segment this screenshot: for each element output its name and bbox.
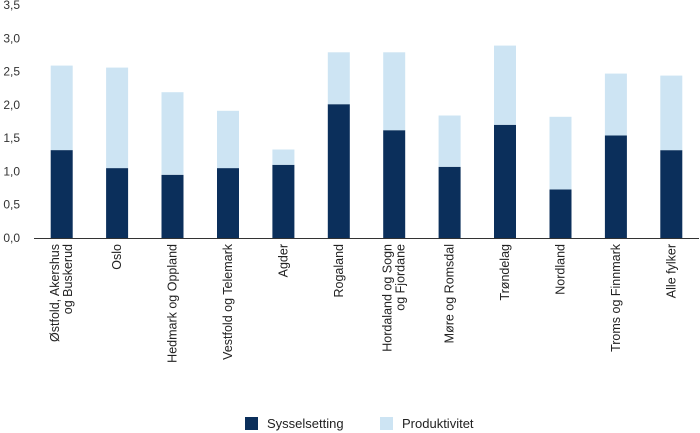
x-tick-label: Rogaland — [332, 244, 346, 298]
bar-sysselsetting — [327, 104, 350, 238]
x-tick-label: Møre og Romsdal — [443, 244, 457, 343]
bar-sysselsetting — [494, 124, 516, 238]
bar-sysselsetting — [438, 166, 461, 238]
bar-sysselsetting — [383, 130, 406, 238]
bar-produktivitet — [494, 45, 516, 125]
x-tick-label: Hedmark og Oppland — [166, 244, 180, 363]
x-tick-label: Agder — [276, 244, 290, 277]
y-tick-label: 2,0 — [3, 98, 20, 112]
y-tick-label: 0,0 — [3, 231, 20, 245]
bar-sysselsetting — [604, 135, 627, 238]
bar-sysselsetting — [217, 168, 239, 238]
bar-sysselsetting — [549, 189, 572, 238]
bar-sysselsetting — [161, 174, 184, 238]
bar-produktivitet — [50, 65, 73, 151]
bar-produktivitet — [106, 67, 129, 169]
legend-label-sysselsetting: Sysselsetting — [267, 415, 344, 431]
y-tick-label: 1,0 — [3, 164, 20, 178]
bar-sysselsetting — [50, 150, 73, 238]
legend-label-produktivitet: Produktivitet — [402, 415, 474, 431]
x-axis: Østfold, Akershus og Buskerud Oslo Hedmark … — [34, 238, 699, 363]
bar-produktivitet — [161, 92, 184, 175]
y-axis: 0,0 0,5 1,0 1,5 2,0 2,5 3,0 3,5 — [3, 0, 20, 245]
y-tick-label: 0,5 — [3, 198, 20, 212]
bar-produktivitet — [217, 110, 239, 169]
x-tick-label: Østfold, Akershus — [48, 244, 62, 342]
x-tick-label: og Fjordane — [394, 244, 408, 311]
x-tick-label: Alle fylker — [664, 244, 678, 298]
bar-sysselsetting — [106, 168, 129, 238]
y-tick-label: 3,5 — [3, 0, 20, 12]
legend-item-sysselsetting: Sysselsetting — [245, 414, 344, 432]
bar-sysselsetting — [272, 164, 295, 238]
legend-swatch-sysselsetting — [245, 416, 258, 430]
bar-produktivitet — [438, 115, 461, 167]
x-tick-label: Oslo — [110, 244, 124, 270]
x-tick-label: Hordaland og Sogn — [381, 244, 395, 352]
y-tick-label: 3,0 — [3, 31, 20, 45]
x-tick-label: Nordland — [553, 244, 567, 295]
bar-produktivitet — [272, 149, 295, 165]
legend-item-produktivitet: Produktivitet — [380, 414, 474, 432]
x-tick-label: Vestfold og Telemark — [221, 243, 235, 360]
legend-swatch-produktivitet — [380, 416, 393, 430]
bar-sysselsetting — [660, 150, 683, 238]
y-tick-label: 2,5 — [3, 65, 20, 79]
bar-produktivitet — [549, 116, 572, 190]
y-tick-label: 1,5 — [3, 131, 20, 145]
x-tick-label: og Buskerud — [61, 244, 75, 314]
bar-produktivitet — [604, 73, 627, 136]
bars — [50, 45, 683, 238]
x-tick-label: Trøndelag — [498, 244, 512, 301]
bar-produktivitet — [327, 52, 350, 105]
legend: Sysselsetting Produktivitet — [0, 414, 700, 432]
bar-produktivitet — [383, 52, 406, 131]
x-tick-label: Troms og Finnmark — [609, 243, 623, 352]
bar-produktivitet — [660, 75, 683, 151]
